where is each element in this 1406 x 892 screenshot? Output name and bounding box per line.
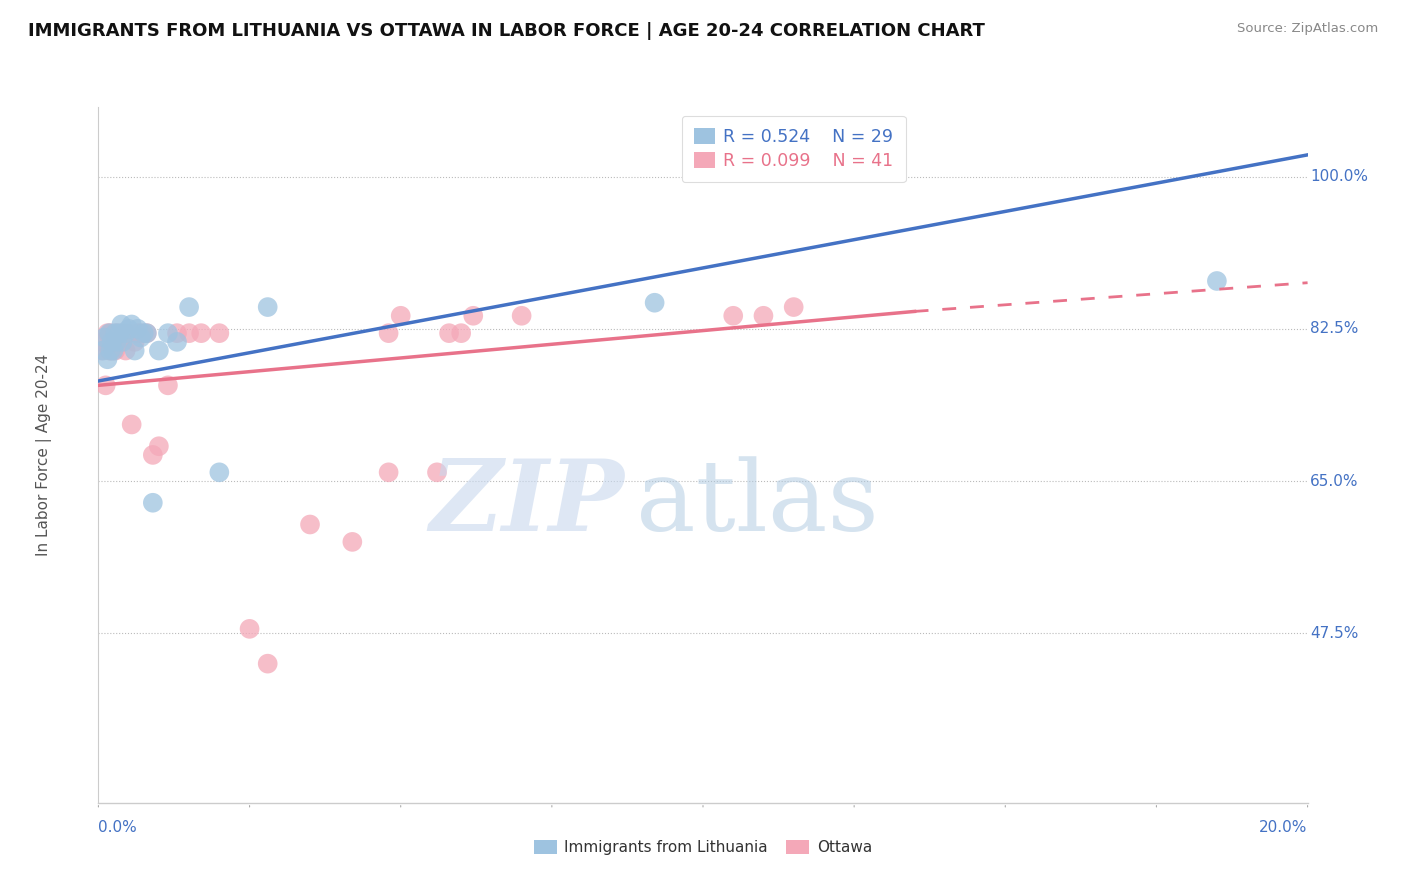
Point [90,343,112,358]
Point [177,326,201,341]
Point [127,326,149,341]
Text: ZIP: ZIP [429,456,624,552]
Point [118,326,141,341]
Point [208,466,231,480]
Point [103,343,125,358]
Point [463,309,485,323]
Point [148,343,170,358]
Point [124,343,146,358]
Point [156,378,179,392]
Point [111,334,134,349]
Point [121,417,143,432]
Point [100,326,122,341]
Point [510,309,533,323]
Point [256,657,278,671]
Point [100,343,122,358]
Point [114,326,136,341]
Point [110,318,132,332]
Point [208,326,231,341]
Point [132,326,155,341]
Point [782,300,804,314]
Point [342,535,364,549]
Text: 47.5%: 47.5% [1310,625,1358,640]
Point [437,326,460,341]
Point [450,326,472,341]
Point [135,326,157,341]
Point [166,334,188,349]
Point [177,300,201,314]
Point [100,343,122,358]
Point [142,448,165,462]
Point [389,309,412,323]
Point [156,326,179,341]
Point [118,322,141,336]
Point [98,343,121,358]
Point [100,334,122,349]
Point [91,334,114,349]
Point [104,343,127,358]
Point [190,326,212,341]
Point [96,326,118,341]
Point [108,334,131,349]
Point [94,378,117,392]
Text: In Labor Force | Age 20-24: In Labor Force | Age 20-24 [37,354,52,556]
Point [98,326,121,341]
Point [91,343,114,358]
Point [142,496,165,510]
Text: 100.0%: 100.0% [1310,169,1368,184]
Point [129,326,152,341]
Point [111,326,134,341]
Point [103,334,125,349]
Point [752,309,775,323]
Text: Source: ZipAtlas.com: Source: ZipAtlas.com [1237,22,1378,36]
Point [124,334,146,349]
Point [299,517,322,532]
Point [105,334,128,349]
Point [166,326,188,341]
Text: 82.5%: 82.5% [1310,321,1358,336]
Point [105,326,128,341]
Point [377,466,399,480]
Point [377,326,399,341]
Point [93,330,115,344]
Point [127,322,149,336]
Point [121,318,143,332]
Point [426,466,449,480]
Point [644,295,666,310]
Text: 20.0%: 20.0% [1260,821,1308,835]
Point [104,326,127,341]
Point [1206,274,1229,288]
Point [108,326,131,341]
Point [721,309,744,323]
Point [114,343,136,358]
Text: atlas: atlas [637,456,879,551]
Point [135,326,157,341]
Text: IMMIGRANTS FROM LITHUANIA VS OTTAWA IN LABOR FORCE | AGE 20-24 CORRELATION CHART: IMMIGRANTS FROM LITHUANIA VS OTTAWA IN L… [28,22,986,40]
Point [239,622,262,636]
Text: 65.0%: 65.0% [1310,474,1358,489]
Legend: Immigrants from Lithuania, Ottawa: Immigrants from Lithuania, Ottawa [527,834,879,862]
Point [256,300,278,314]
Point [129,330,152,344]
Point [96,352,118,367]
Point [148,439,170,453]
Text: 0.0%: 0.0% [98,821,138,835]
